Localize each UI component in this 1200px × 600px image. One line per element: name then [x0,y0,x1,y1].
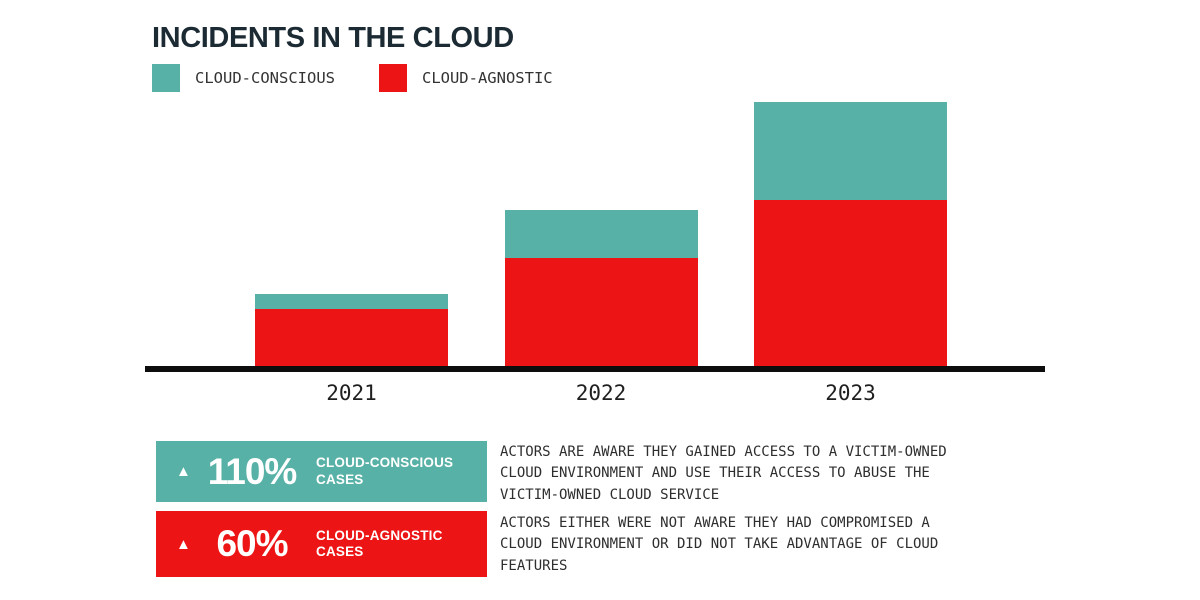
stat-badge-cloud-conscious: ▲ 110% CLOUD-CONSCIOUS CASES [156,441,487,502]
legend-item-cloud-conscious: CLOUD-CONSCIOUS [152,64,335,92]
bar-segment-2021-cloud-conscious [255,294,448,309]
stat-badge-cloud-agnostic: ▲ 60% CLOUD-AGNOSTIC CASES [156,511,487,577]
chart-title: INCIDENTS IN THE CLOUD [152,22,514,54]
bar-segment-2023-cloud-conscious [754,102,947,200]
stat-value-cloud-agnostic: 60% [216,523,288,564]
x-axis-label-2021: 2021 [326,381,377,405]
x-axis-label-2023: 2023 [825,381,876,405]
bar-segment-2023-cloud-agnostic [754,200,947,366]
up-triangle-icon: ▲ [176,535,191,553]
legend-label-cloud-agnostic: CLOUD-AGNOSTIC [421,69,553,87]
bar-2022 [504,210,698,366]
bar-segment-2021-cloud-agnostic [255,309,448,366]
bar-segment-2022-cloud-agnostic [504,258,698,366]
stat-label-cloud-conscious: CLOUD-CONSCIOUS CASES [316,455,454,487]
stacked-bar-chart [150,102,1045,366]
stat-description-cloud-conscious: ACTORS ARE AWARE THEY GAINED ACCESS TO A… [500,444,947,503]
up-triangle-icon: ▲ [176,463,191,480]
chart-legend: CLOUD-CONSCIOUS CLOUD-AGNOSTIC [152,64,553,92]
bar-2023 [754,102,947,366]
legend-swatch-red-icon [378,64,407,92]
x-axis-line [145,366,1045,372]
bar-segment-2022-cloud-conscious [504,210,698,258]
bar-2021 [255,294,448,366]
stat-description-cloud-agnostic: ACTORS EITHER WERE NOT AWARE THEY HAD CO… [500,515,939,574]
x-axis-labels: 2021 2022 2023 [150,381,1045,411]
stat-value-cloud-conscious: 110% [207,450,298,492]
legend-label-cloud-conscious: CLOUD-CONSCIOUS [195,69,335,87]
legend-swatch-teal-icon [152,64,180,92]
stat-label-cloud-agnostic: CLOUD-AGNOSTIC CASES [316,527,443,559]
x-axis-label-2022: 2022 [575,381,627,405]
legend-item-cloud-agnostic: CLOUD-AGNOSTIC [378,64,553,92]
